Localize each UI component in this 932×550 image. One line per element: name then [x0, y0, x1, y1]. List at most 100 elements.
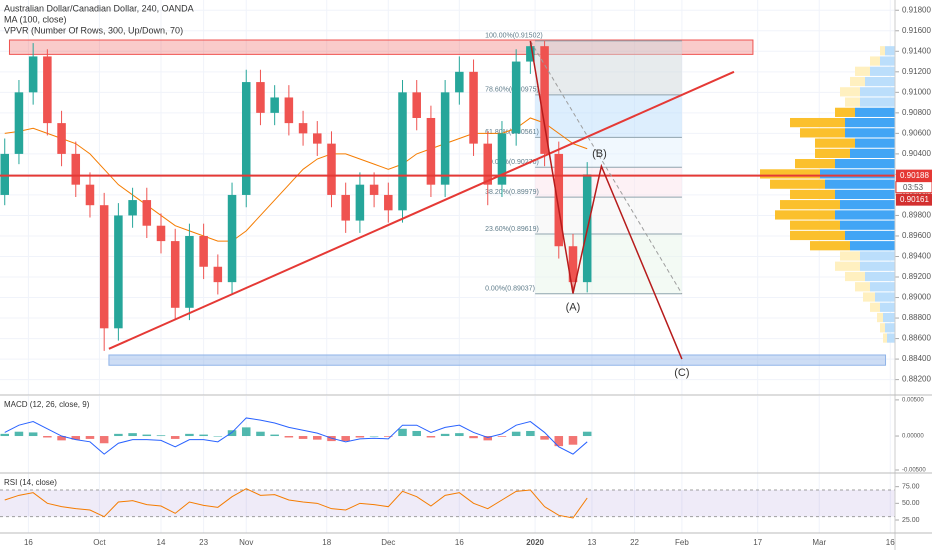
profile-down — [845, 97, 860, 107]
x-tick-label: Dec — [381, 538, 395, 547]
profile-down — [815, 138, 855, 148]
profile-down — [863, 292, 875, 302]
macd-histogram — [455, 433, 464, 437]
y-tick-label: 0.89800 — [902, 211, 931, 220]
wave-line — [529, 40, 683, 360]
candle-body — [241, 82, 251, 195]
profile-up — [870, 66, 895, 76]
chart-title: Australian Dollar/Canadian Dollar, 240, … — [4, 3, 194, 13]
profile-up — [835, 210, 895, 220]
profile-down — [880, 46, 885, 56]
rsi-title: RSI (14, close) — [4, 478, 57, 487]
profile-up — [840, 200, 895, 210]
candle-body — [57, 123, 66, 154]
fib-label: 38.20%(0.89979) — [485, 189, 539, 196]
wave-label: (B) — [592, 148, 607, 160]
fib-label: 100.00%(0.91502) — [485, 33, 543, 40]
candle-body — [469, 71, 478, 144]
y-tick-label: 0.88800 — [902, 313, 931, 322]
macd-histogram — [497, 436, 507, 437]
macd-histogram — [412, 430, 421, 437]
candle-body — [440, 92, 450, 185]
macd-histogram — [313, 436, 322, 440]
x-tick-label: 16 — [886, 538, 895, 547]
profile-up — [883, 312, 895, 323]
fib-zone — [535, 40, 682, 95]
candle-body — [85, 184, 95, 206]
profile-down — [800, 128, 845, 138]
profile-down — [845, 271, 865, 282]
macd-histogram — [483, 436, 493, 441]
indicator-panes — [0, 396, 895, 533]
x-tick-label: 16 — [24, 538, 33, 547]
candle-body — [71, 153, 81, 185]
price-badge-label: 0.90188 — [900, 171, 929, 180]
profile-up — [820, 169, 895, 179]
profile-up — [865, 76, 895, 87]
profile-down — [790, 220, 840, 230]
profile-up — [850, 148, 895, 158]
macd-histogram — [540, 436, 549, 440]
profile-up — [860, 261, 895, 271]
support-box — [108, 354, 887, 366]
profile-up — [855, 138, 895, 148]
y-tick-label: 0.90400 — [902, 149, 931, 158]
macd-histogram — [28, 432, 38, 437]
candle-body — [185, 235, 194, 308]
profile-down — [855, 66, 870, 76]
retrace-diagonal — [529, 40, 683, 294]
macd-histogram — [355, 436, 365, 438]
candle-body — [128, 200, 137, 216]
macd-histogram — [14, 431, 24, 437]
profile-up — [835, 189, 895, 200]
y-tick-label: 0.91400 — [902, 46, 931, 55]
y-tick-label: 0.90600 — [902, 128, 931, 137]
candle-body — [398, 92, 407, 211]
candle-body — [227, 194, 237, 283]
profile-down — [835, 107, 855, 117]
candle-body — [483, 143, 493, 185]
macd-histogram — [199, 434, 208, 437]
macd-histogram — [298, 436, 308, 439]
profile-down — [780, 200, 840, 210]
profile-up — [850, 241, 895, 251]
profile-up — [860, 97, 895, 107]
candle-body — [313, 133, 322, 144]
main-pane: 100.00%(0.91502)78.60%(0.90975)61.80%(0.… — [0, 0, 895, 395]
macd-histogram — [341, 436, 350, 442]
fib-label: 0.00%(0.89037) — [485, 286, 535, 293]
candle-body — [511, 61, 521, 134]
macd-histogram — [185, 433, 194, 437]
profile-up — [825, 179, 895, 189]
candle-body — [384, 194, 393, 211]
x-tick-label: 17 — [753, 538, 762, 547]
candle-body — [369, 184, 379, 195]
macd-histogram — [170, 436, 180, 439]
macd-histogram — [213, 436, 223, 437]
price-badge — [896, 169, 932, 182]
profile-down — [790, 117, 845, 128]
profile-up — [840, 220, 895, 230]
macd-histogram — [384, 436, 393, 437]
y-tick-label: 0.91000 — [902, 87, 931, 96]
rsi-band — [0, 490, 895, 517]
macd-histogram — [256, 431, 265, 437]
macd-histogram — [142, 434, 152, 437]
macd-histogram — [71, 436, 81, 440]
y-tick-label: 75.00 — [902, 484, 920, 491]
y-tick-label: 0.89200 — [902, 272, 931, 281]
y-tick-label: 0.91200 — [902, 67, 931, 76]
candle-body — [256, 82, 265, 113]
y-tick-label: 50.00 — [902, 500, 920, 507]
profile-down — [850, 76, 865, 87]
candle-body — [455, 71, 464, 93]
profile-up — [855, 107, 895, 117]
macd-histogram — [0, 433, 9, 437]
x-tick-label: 22 — [630, 538, 639, 547]
profile-down — [815, 148, 850, 158]
y-tick-label: -0.00500 — [902, 468, 926, 474]
y-tick-label: 0.89000 — [902, 293, 931, 302]
macd-title: MACD (12, 26, close, 9) — [4, 400, 90, 409]
y-tick-label: 0.90800 — [902, 108, 931, 117]
